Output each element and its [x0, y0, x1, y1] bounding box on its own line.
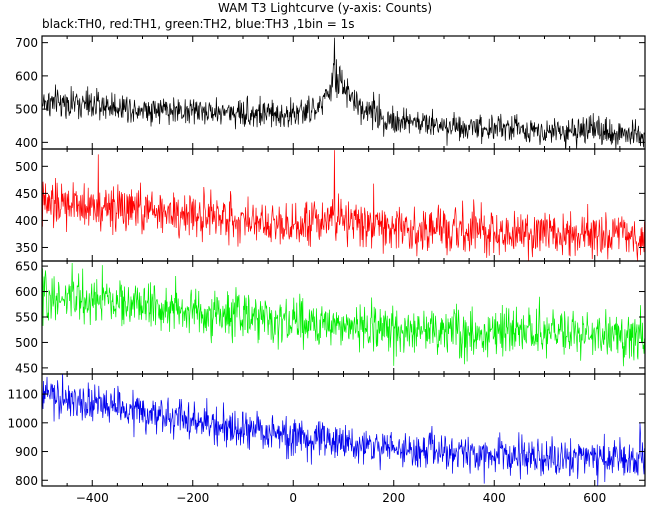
y-tick-label-th3: 1000: [7, 416, 38, 430]
y-tick-label-th3: 900: [15, 445, 38, 459]
y-tick-label-th0: 400: [15, 136, 38, 150]
y-tick-label-th0: 600: [15, 69, 38, 83]
series-th2-line: [42, 263, 645, 367]
y-tick-label-th2: 600: [15, 285, 38, 299]
x-tick-label: 600: [583, 491, 606, 505]
y-tick-label-th1: 350: [15, 241, 38, 255]
series-th1-line: [42, 150, 645, 261]
x-tick-label: 0: [289, 491, 297, 505]
series-th3-line: [42, 374, 645, 486]
y-tick-label-th3: 800: [15, 474, 38, 488]
y-tick-label-th2: 550: [15, 310, 38, 324]
x-tick-label: 400: [483, 491, 506, 505]
x-tick-label: −400: [76, 491, 109, 505]
series-th0-line: [42, 37, 645, 149]
y-tick-label-th2: 500: [15, 336, 38, 350]
y-tick-label-th1: 500: [15, 160, 38, 174]
y-tick-label-th1: 400: [15, 214, 38, 228]
y-tick-label-th3: 1100: [7, 388, 38, 402]
y-tick-label-th2: 450: [15, 361, 38, 375]
panel-frame-th0: [41, 35, 646, 150]
x-tick-label: 200: [382, 491, 405, 505]
x-tick-label: −200: [176, 491, 209, 505]
chart-title: WAM T3 Lightcurve (y-axis: Counts): [217, 1, 433, 15]
y-tick-label-th1: 450: [15, 187, 38, 201]
y-tick-label-th0: 500: [15, 103, 38, 117]
panel-frame-th3: [41, 373, 646, 487]
chart-subtitle: black:TH0, red:TH1, green:TH2, blue:TH3 …: [42, 17, 355, 31]
y-tick-label-th0: 700: [15, 36, 38, 50]
y-tick-label-th2: 650: [15, 260, 38, 274]
